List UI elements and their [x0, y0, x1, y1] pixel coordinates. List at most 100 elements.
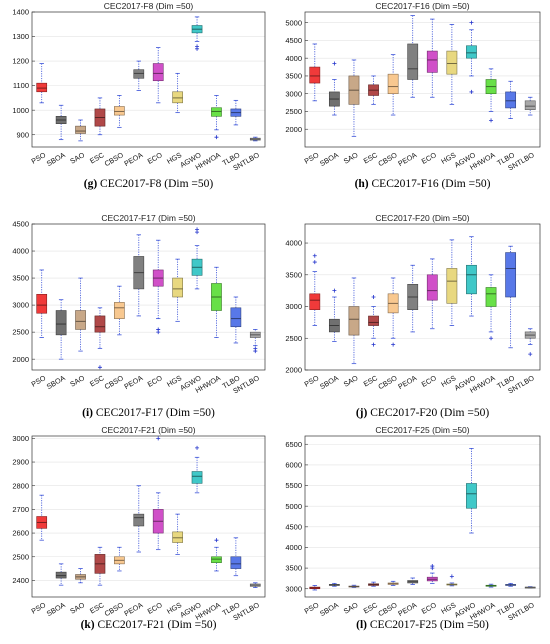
box-SBOA: [55, 104, 67, 141]
box-SNTLBO: [249, 136, 261, 142]
box-SAO: [348, 277, 360, 365]
box-SBOA: [55, 563, 67, 586]
box-body: [55, 571, 67, 579]
box-ESC: [368, 75, 379, 105]
box-body: [505, 91, 517, 109]
box-TLBO: [230, 99, 242, 126]
x-tick-label: SAO: [68, 600, 86, 616]
chart-caption: (g) CEC2017-F8 (Dim =50): [84, 178, 214, 190]
box-body: [466, 264, 477, 295]
box-ESC: [94, 307, 106, 370]
outlier-marker: [97, 365, 102, 370]
box-body: [152, 63, 164, 82]
plot-frame: [31, 11, 266, 148]
box-body: [211, 556, 222, 563]
box-HGS: [172, 258, 183, 322]
x-tick-label: PEOA: [396, 150, 418, 168]
outlier-marker: [195, 445, 200, 450]
box-body: [75, 125, 86, 134]
box-HHWOA: [211, 538, 222, 572]
box-body: [426, 274, 438, 301]
box-SAO: [75, 119, 86, 142]
box-PSO: [36, 63, 48, 104]
x-tick-label: PSO: [30, 600, 48, 616]
box-TLBO: [230, 296, 242, 344]
box-HHWOA: [485, 274, 497, 341]
box-body: [426, 50, 438, 73]
box-body: [466, 45, 477, 59]
outlier-marker: [214, 135, 219, 140]
chart-caption: (j) CEC2017-F20 (Dim =50): [356, 407, 489, 419]
box-body: [466, 483, 477, 509]
box-SAO: [75, 568, 86, 584]
y-tick-label: 2500: [12, 328, 29, 337]
box-body: [407, 43, 419, 80]
y-tick-label: 900: [16, 130, 29, 139]
box-SAO: [348, 59, 360, 137]
box-body: [348, 306, 360, 336]
box-AGWO: [191, 16, 203, 51]
x-tick-label: ESC: [88, 150, 105, 165]
x-tick-label: CBSO: [376, 150, 398, 168]
plot-frame: [304, 11, 541, 148]
y-tick-label: 5500: [285, 481, 302, 490]
box-PEOA: [133, 60, 145, 91]
x-tick-label: CBSO: [103, 373, 125, 391]
box-CBSO: [114, 285, 125, 336]
y-tick-label: 4500: [285, 522, 302, 531]
y-tick-label: 3000: [12, 434, 29, 443]
y-tick-label: 3000: [12, 301, 29, 310]
x-tick-label: PEOA: [396, 600, 418, 618]
outlier-marker: [469, 20, 474, 25]
box-ECO: [152, 239, 164, 335]
box-AGWO: [466, 236, 477, 317]
x-tick-label: SAO: [68, 150, 86, 166]
outlier-marker: [312, 260, 317, 265]
box-CBSO: [387, 277, 399, 347]
box-PSO: [309, 253, 321, 326]
x-tick-label: ECO: [146, 600, 164, 616]
chart-caption: (h) CEC2017-F16 (Dim =50): [355, 178, 491, 190]
box-HHWOA: [211, 266, 222, 338]
box-SNTLBO: [524, 586, 536, 589]
x-tick-label: SAO: [342, 373, 360, 389]
outlier-marker: [449, 574, 454, 579]
y-tick-label: 2800: [12, 481, 29, 490]
chart-caption: (l) CEC2017-F25 (Dim =50): [356, 619, 489, 631]
y-tick-label: 2500: [285, 334, 302, 343]
chart-title: CEC2017-F20 (Dim =50): [375, 213, 469, 223]
box-body: [172, 91, 183, 104]
x-tick-label: ECO: [420, 600, 438, 616]
outlier-marker: [312, 253, 317, 258]
chart-title: CEC2017-F8 (Dim =50): [104, 1, 194, 11]
y-tick-label: 2000: [12, 355, 29, 364]
box-ECO: [426, 258, 438, 330]
x-tick-label: SBOA: [318, 150, 340, 168]
chart-title: CEC2017-F21 (Dim =50): [101, 425, 195, 435]
caption-letter: (l): [356, 619, 370, 631]
x-tick-label: PEOA: [123, 150, 145, 168]
x-tick-label: PEOA: [123, 373, 145, 391]
box-body: [94, 315, 106, 333]
box-ESC: [368, 295, 379, 347]
x-tick-label: ECO: [146, 150, 164, 166]
x-tick-label: ESC: [362, 150, 379, 165]
y-tick-label: 5000: [285, 502, 302, 511]
box-SAO: [348, 584, 360, 588]
box-body: [505, 252, 517, 298]
x-tick-label: PSO: [303, 373, 321, 389]
box-AGWO: [191, 227, 203, 290]
box-body: [446, 50, 458, 75]
box-SNTLBO: [249, 582, 261, 588]
y-tick-label: 6000: [285, 460, 302, 469]
y-tick-label: 4500: [12, 220, 29, 229]
y-tick-label: 3500: [285, 564, 302, 573]
x-tick-label: CBSO: [376, 600, 398, 618]
box-body: [114, 302, 125, 319]
box-body: [172, 277, 183, 298]
x-tick-label: CBSO: [103, 150, 125, 168]
box-body: [36, 82, 48, 93]
box-body: [485, 287, 497, 307]
caption-text: CEC2017-F25 (Dim =50): [370, 619, 489, 631]
box-SBOA: [328, 61, 340, 116]
